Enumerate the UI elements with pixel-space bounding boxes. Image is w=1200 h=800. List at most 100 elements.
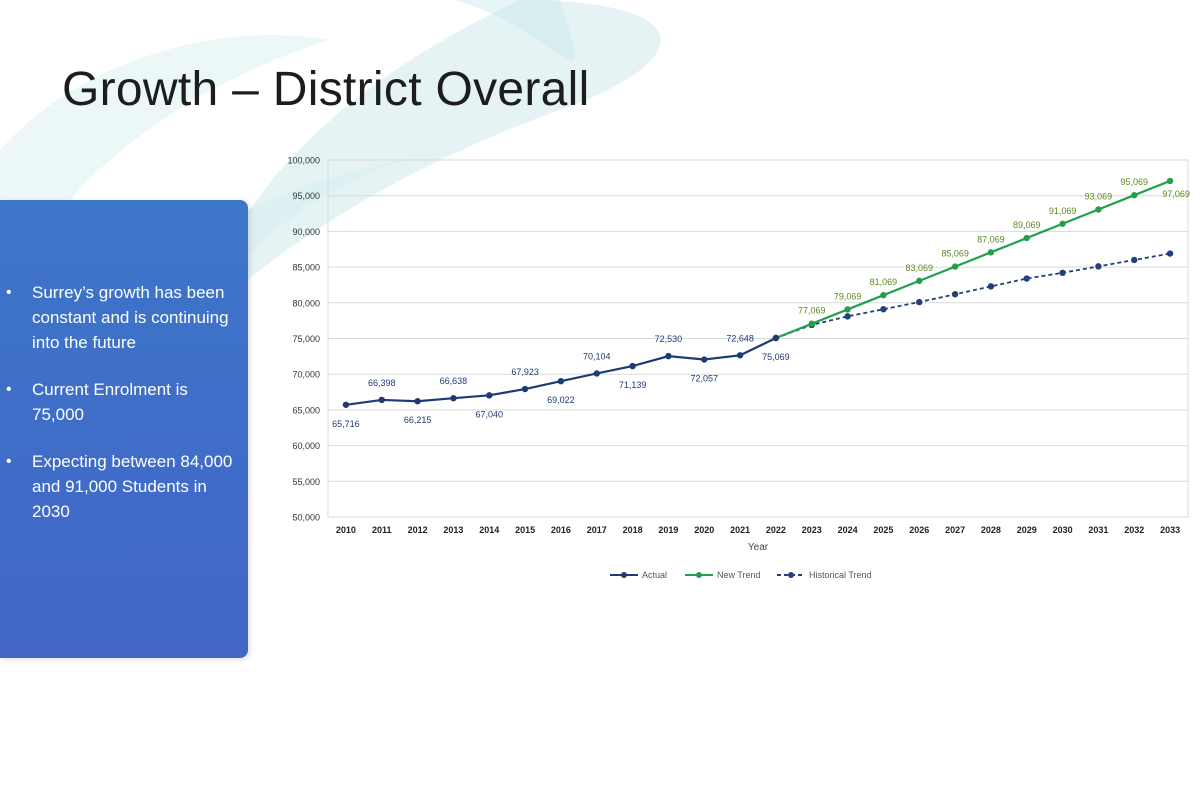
series-new-trend-point [1059, 220, 1066, 227]
series-new-trend-point [1166, 177, 1174, 185]
series-actual-point [665, 352, 672, 360]
data-label-actual: 72,057 [690, 374, 718, 384]
x-tick-label: 2020 [694, 525, 714, 535]
y-tick-label: 85,000 [292, 263, 320, 273]
series-new-trend-point [1023, 234, 1030, 242]
series-new-trend-point [880, 291, 887, 299]
x-tick-label: 2016 [551, 525, 571, 535]
series-actual-point [593, 370, 600, 377]
x-tick-label: 2024 [838, 525, 858, 535]
series-new-trend-point [916, 277, 923, 285]
x-tick-label: 2010 [336, 525, 356, 535]
data-label-actual: 72,530 [655, 334, 683, 344]
x-tick-label: 2021 [730, 525, 750, 535]
data-label-new-trend: 83,069 [905, 263, 933, 273]
bullet-item-growth: • Surrey’s growth has been constant and … [6, 280, 234, 355]
x-tick-label: 2019 [658, 525, 678, 535]
y-tick-label: 100,000 [287, 156, 320, 166]
x-tick-label: 2018 [623, 525, 643, 535]
x-tick-label: 2023 [802, 525, 822, 535]
series-actual-point [486, 392, 493, 399]
series-new-trend-point [1131, 192, 1138, 199]
data-label-actual: 70,104 [583, 351, 611, 361]
bullet-item-enrolment: • Current Enrolment is 75,000 [6, 377, 234, 427]
data-label-actual: 75,069 [762, 352, 790, 362]
bullet-item-expectation: • Expecting between 84,000 and 91,000 St… [6, 449, 234, 524]
legend-marker [788, 572, 794, 578]
x-tick-label: 2025 [873, 525, 893, 535]
x-tick-label: 2030 [1053, 525, 1073, 535]
series-historical-trend-point [1023, 275, 1030, 282]
series-actual-point [701, 356, 708, 363]
x-tick-label: 2015 [515, 525, 535, 535]
bullet-text: Expecting between 84,000 and 91,000 Stud… [32, 452, 233, 521]
x-tick-label: 2011 [372, 525, 392, 535]
data-label-new-trend: 93,069 [1085, 191, 1113, 201]
legend: Actual New Trend Historical Trend [610, 570, 872, 580]
y-tick-label: 90,000 [292, 227, 320, 237]
y-tick-label: 75,000 [292, 334, 320, 344]
x-tick-label: 2033 [1160, 525, 1180, 535]
series-actual-point [414, 398, 421, 405]
y-tick-label: 55,000 [292, 477, 320, 487]
bullet-icon: • [6, 453, 12, 470]
x-tick-label: 2014 [479, 525, 499, 535]
bullet-text: Surrey’s growth has been constant and is… [32, 283, 229, 352]
series-new-trend-point [951, 263, 959, 270]
series-historical-trend-point [844, 313, 851, 320]
bullet-icon: • [6, 381, 12, 398]
series-historical-trend-point [1131, 256, 1138, 264]
bullet-list: • Surrey’s growth has been constant and … [0, 200, 248, 524]
series-actual-point [736, 352, 744, 359]
series-historical-trend-point [987, 283, 995, 290]
series-actual-point [342, 401, 350, 408]
y-tick-label: 80,000 [292, 298, 320, 308]
y-tick-label: 50,000 [292, 513, 320, 523]
x-tick-label: 2017 [587, 525, 607, 535]
y-tick-label: 70,000 [292, 370, 320, 380]
x-tick-label: 2012 [408, 525, 428, 535]
data-label-new-trend: 81,069 [870, 277, 898, 287]
x-tick-label: 2032 [1124, 525, 1144, 535]
bullet-icon: • [6, 284, 12, 301]
series-historical-trend-point [1166, 250, 1174, 257]
data-label-actual: 72,648 [726, 333, 754, 343]
x-tick-label: 2031 [1088, 525, 1108, 535]
data-label-new-trend: 77,069 [798, 306, 826, 316]
data-label-actual: 67,040 [475, 409, 503, 419]
series-new-trend-point [987, 249, 995, 256]
series-actual-point [557, 377, 565, 385]
data-label-new-trend: 87,069 [977, 234, 1005, 244]
data-label-actual: 69,022 [547, 395, 575, 405]
data-label-new-trend: 95,069 [1120, 177, 1148, 187]
legend-label: New Trend [717, 570, 761, 580]
series-actual-point [629, 362, 636, 370]
series-new-trend-point [808, 320, 815, 327]
series-actual-point [521, 385, 529, 393]
info-box: • Surrey’s growth has been constant and … [0, 200, 248, 658]
x-tick-label: 2027 [945, 525, 965, 535]
legend-label: Actual [642, 570, 667, 580]
series-historical-trend-point [1095, 263, 1102, 270]
data-label-actual: 67,923 [511, 367, 539, 377]
y-tick-label: 60,000 [292, 441, 320, 451]
legend-label: Historical Trend [809, 570, 872, 580]
x-tick-label: 2022 [766, 525, 786, 535]
data-label-new-trend: 97,069 [1162, 189, 1190, 199]
x-tick-label: 2029 [1017, 525, 1037, 535]
bullet-text: Current Enrolment is 75,000 [32, 380, 188, 424]
series-actual-point [378, 396, 385, 404]
y-tick-label: 65,000 [292, 405, 320, 415]
data-label-new-trend: 91,069 [1049, 206, 1077, 216]
data-label-new-trend: 85,069 [941, 249, 969, 259]
enrolment-line-chart: 50,000 55,000 60,000 65,000 70,000 75,000 80,0… [287, 156, 1190, 581]
data-label-actual: 66,398 [368, 378, 396, 388]
series-historical-trend-point [880, 306, 887, 313]
legend-marker [696, 572, 702, 578]
x-tick-label: 2028 [981, 525, 1001, 535]
x-tick-label: 2013 [443, 525, 463, 535]
data-label-actual: 66,215 [404, 415, 432, 425]
series-new-trend-point [1095, 206, 1102, 213]
series-historical-trend-point [1059, 269, 1066, 277]
data-label-new-trend: 79,069 [834, 291, 862, 301]
